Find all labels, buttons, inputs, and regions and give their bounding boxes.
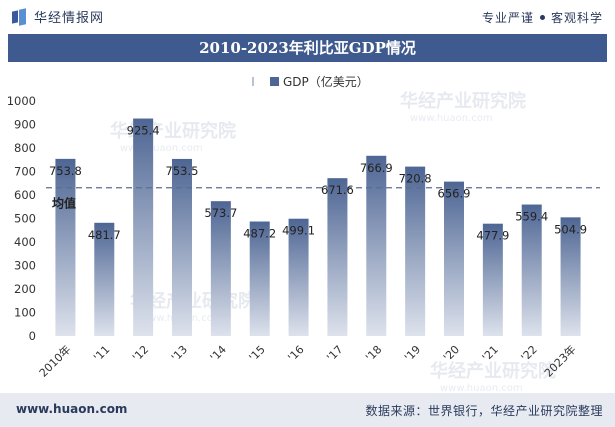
x-tick-label: '16 bbox=[285, 343, 306, 364]
y-tick-label: 300 bbox=[14, 259, 36, 273]
x-tick-label: '14 bbox=[208, 343, 229, 364]
value-label: 477.9 bbox=[476, 229, 509, 243]
watermark-url: www.huaon.com bbox=[440, 383, 523, 392]
watermark-text: 华经产业研究院 bbox=[430, 360, 556, 382]
average-label: 均值 bbox=[52, 196, 76, 211]
bar bbox=[172, 158, 192, 336]
brand-logo-icon bbox=[12, 7, 28, 26]
x-tick-label: '11 bbox=[91, 343, 112, 364]
title-bar: 2010-2023年利比亚GDP情况 bbox=[8, 34, 607, 62]
watermark-url: www.huaon.com bbox=[120, 143, 203, 154]
bar bbox=[482, 223, 503, 336]
y-tick-label: 600 bbox=[14, 188, 36, 202]
x-tick-label: '18 bbox=[363, 343, 384, 364]
bar bbox=[288, 218, 309, 336]
value-label: 925.4 bbox=[127, 124, 160, 138]
y-tick-label: 800 bbox=[14, 141, 36, 155]
legend-avg-swatch bbox=[252, 77, 254, 86]
chart-area: 华经产业研究院 www.huaon.com 华经产业研究院 www.huaon.com… bbox=[0, 62, 615, 394]
value-label: 753.8 bbox=[49, 164, 82, 178]
bar bbox=[249, 221, 270, 336]
footer-url: www.huaon.com bbox=[16, 402, 128, 416]
legend: GDP（亿美元） bbox=[252, 74, 369, 89]
y-axis: 0 100 200 300 400 500 600 700 800 900 1000 bbox=[7, 94, 36, 343]
value-label: 656.9 bbox=[438, 187, 471, 201]
legend-label: GDP（亿美元） bbox=[283, 74, 369, 89]
bullet-icon bbox=[539, 15, 545, 20]
x-tick-label: '15 bbox=[247, 343, 268, 364]
watermark-text: 华经产业研究院 bbox=[400, 90, 526, 112]
watermark-url: www.huaon.com bbox=[410, 113, 493, 124]
y-tick-label: 0 bbox=[29, 329, 36, 343]
value-label: 753.5 bbox=[166, 164, 199, 178]
value-label: 504.9 bbox=[554, 222, 587, 236]
bar bbox=[210, 201, 231, 336]
value-label: 720.8 bbox=[399, 172, 432, 186]
bar bbox=[405, 166, 426, 336]
legend-swatch bbox=[270, 77, 279, 86]
value-label: 766.9 bbox=[360, 161, 393, 175]
value-label: 573.7 bbox=[204, 206, 237, 220]
value-label: 671.6 bbox=[321, 183, 354, 197]
footer-source: 数据来源：世界银行，华经产业研究院整理 bbox=[365, 404, 603, 418]
bar bbox=[366, 155, 387, 336]
value-label: 499.1 bbox=[282, 224, 315, 238]
bar bbox=[55, 158, 76, 336]
brand-name: 华经情报网 bbox=[34, 11, 105, 26]
footer: www.huaon.com 数据来源：世界银行，华经产业研究院整理 bbox=[0, 393, 615, 427]
y-tick-label: 700 bbox=[14, 165, 36, 179]
tagline-right: 客观科学 bbox=[550, 11, 603, 25]
value-label: 487.2 bbox=[243, 227, 276, 241]
y-tick-label: 500 bbox=[14, 212, 36, 226]
bar bbox=[94, 222, 115, 336]
bar bbox=[327, 178, 348, 336]
average-line-group: 均值 bbox=[46, 187, 600, 211]
x-tick-label: '12 bbox=[130, 343, 151, 364]
bar bbox=[133, 118, 154, 336]
value-labels: 753.8 481.7 925.4 753.5 573.7 487.2 499.1 671.6… bbox=[49, 124, 587, 243]
bar bbox=[521, 204, 542, 336]
y-tick-label: 400 bbox=[14, 235, 36, 249]
value-label: 481.7 bbox=[88, 228, 121, 242]
value-label: 559.4 bbox=[515, 210, 548, 224]
tagline-left: 专业严谨 bbox=[481, 11, 534, 25]
brand: 华经情报网 bbox=[12, 7, 104, 26]
y-tick-label: 200 bbox=[14, 282, 36, 296]
x-tick-label: 2010年 bbox=[36, 342, 73, 379]
gdp-bar-chart: 华经产业研究院www.huaon.com华经产业研究院www.huaon.com… bbox=[7, 74, 600, 394]
chart-title: 2010-2023年利比亚GDP情况 bbox=[199, 39, 416, 57]
x-tick-label: '17 bbox=[324, 343, 345, 364]
y-tick-label: 100 bbox=[14, 306, 36, 320]
y-tick-label: 900 bbox=[14, 118, 36, 132]
bars bbox=[55, 118, 581, 336]
tagline: 专业严谨 客观科学 bbox=[482, 9, 603, 26]
x-tick-label: '13 bbox=[169, 343, 190, 364]
bar bbox=[560, 217, 581, 336]
bar bbox=[444, 181, 464, 336]
y-tick-label: 1000 bbox=[7, 94, 36, 108]
x-tick-label: '19 bbox=[402, 343, 423, 364]
top-bar: 华经情报网 专业严谨 客观科学 bbox=[0, 0, 615, 34]
